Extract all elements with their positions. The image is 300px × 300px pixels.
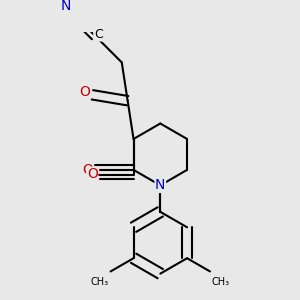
Text: O: O bbox=[87, 167, 98, 181]
Text: O: O bbox=[82, 163, 93, 177]
Text: N: N bbox=[61, 0, 71, 14]
Text: N: N bbox=[155, 178, 166, 192]
Text: CH₃: CH₃ bbox=[91, 277, 109, 287]
Text: C: C bbox=[94, 28, 103, 41]
Text: CH₃: CH₃ bbox=[212, 277, 230, 287]
Text: O: O bbox=[80, 85, 90, 99]
